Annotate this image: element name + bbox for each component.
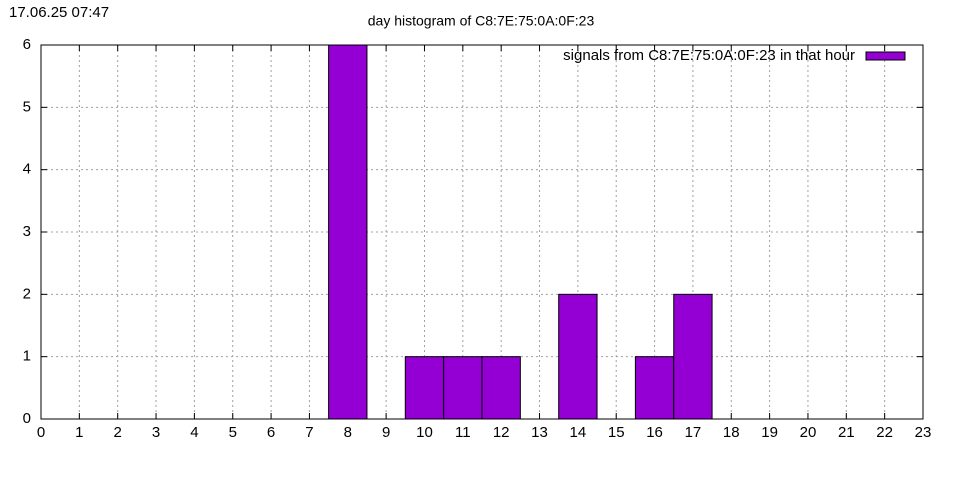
bar bbox=[328, 44, 368, 420]
x-tick-label: 4 bbox=[190, 424, 198, 441]
x-tick-label: 13 bbox=[531, 424, 548, 441]
bar bbox=[481, 356, 521, 420]
x-tick-label: 17 bbox=[685, 424, 702, 441]
x-tick-label: 9 bbox=[382, 424, 390, 441]
x-tick-label: 19 bbox=[761, 424, 778, 441]
x-tick-label: 14 bbox=[570, 424, 587, 441]
x-tick-label: 5 bbox=[229, 424, 237, 441]
y-tick-label: 0 bbox=[23, 410, 31, 427]
legend-label: signals from C8:7E:75:0A:0F:23 in that h… bbox=[563, 47, 855, 64]
y-tick-label: 6 bbox=[23, 36, 31, 53]
bar bbox=[634, 356, 675, 420]
bar bbox=[404, 356, 445, 420]
plot-border bbox=[40, 44, 924, 420]
legend-swatch bbox=[865, 51, 906, 61]
y-tick-label: 2 bbox=[23, 285, 31, 302]
x-tick-label: 22 bbox=[876, 424, 893, 441]
x-tick-label: 15 bbox=[608, 424, 625, 441]
y-tick-label: 3 bbox=[23, 223, 31, 240]
bar bbox=[443, 356, 483, 420]
x-tick-label: 7 bbox=[305, 424, 313, 441]
x-tick-label: 10 bbox=[416, 424, 433, 441]
bar bbox=[558, 293, 598, 420]
x-tick-label: 20 bbox=[800, 424, 817, 441]
x-tick-label: 11 bbox=[455, 424, 471, 441]
x-tick-label: 2 bbox=[114, 424, 122, 441]
x-tick-label: 1 bbox=[75, 424, 83, 441]
x-tick-label: 0 bbox=[37, 424, 45, 441]
x-tick-label: 3 bbox=[152, 424, 160, 441]
x-tick-label: 6 bbox=[267, 424, 275, 441]
x-tick-label: 12 bbox=[493, 424, 510, 441]
x-tick-label: 8 bbox=[344, 424, 352, 441]
timestamp: 17.06.25 07:47 bbox=[9, 4, 109, 21]
x-tick-label: 23 bbox=[915, 424, 932, 441]
y-tick-label: 4 bbox=[23, 161, 31, 178]
x-tick-label: 21 bbox=[838, 424, 855, 441]
y-tick-label: 1 bbox=[23, 348, 31, 365]
chart-title: day histogram of C8:7E:75:0A:0F:23 bbox=[368, 13, 595, 29]
bar bbox=[673, 293, 713, 420]
x-tick-label: 18 bbox=[723, 424, 740, 441]
y-tick-label: 5 bbox=[23, 98, 31, 115]
x-tick-label: 16 bbox=[646, 424, 663, 441]
